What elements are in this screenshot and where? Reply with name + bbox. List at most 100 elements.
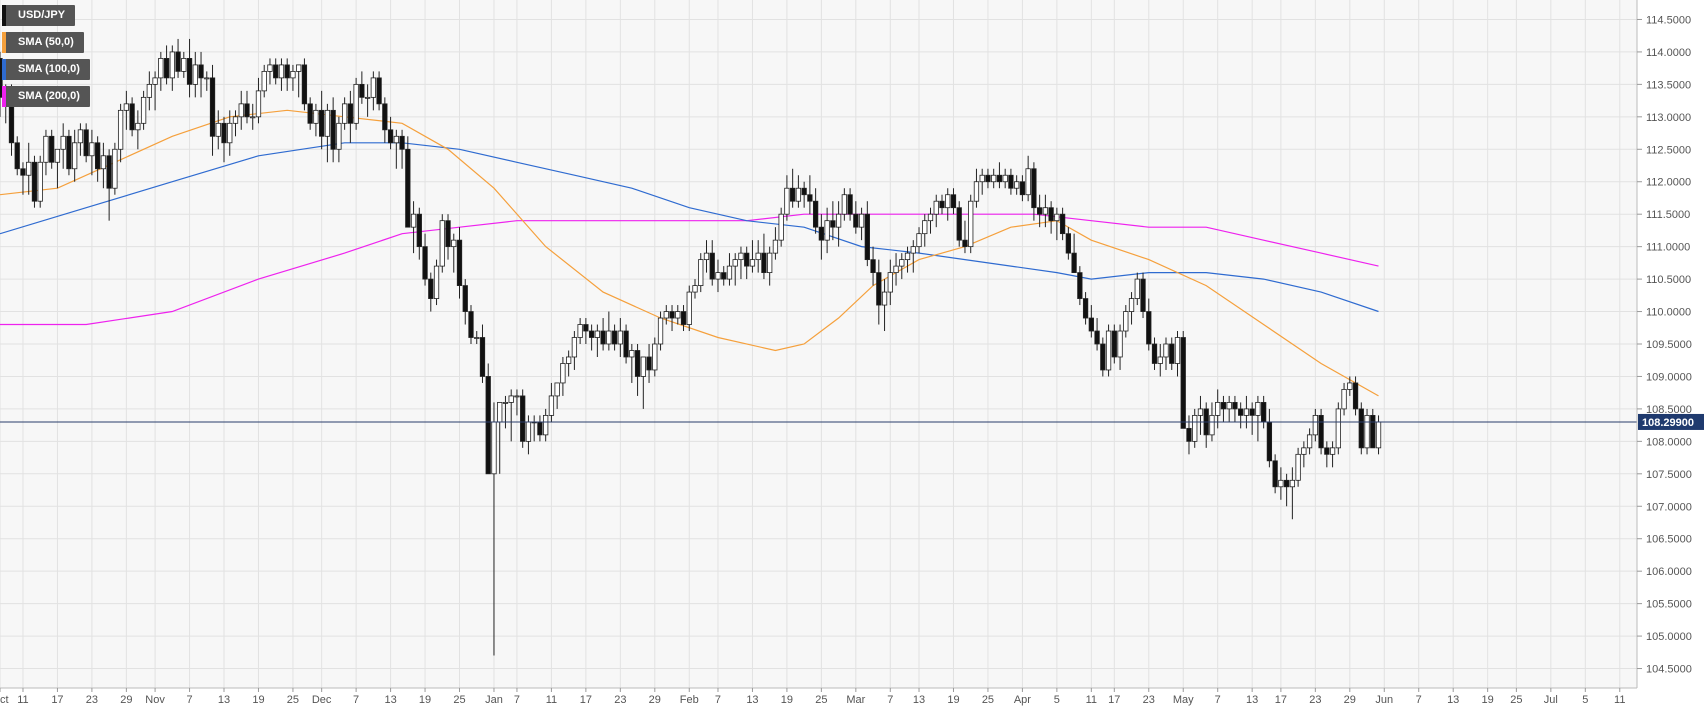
candle-body [939, 200, 945, 209]
candle-body [215, 122, 221, 137]
candle [382, 97, 388, 143]
candle [675, 305, 681, 325]
candle-body [657, 317, 664, 345]
y-tick-label: 113.5000 [1646, 79, 1691, 91]
candle-body [1329, 447, 1336, 455]
legend-item-sma100[interactable]: SMA (100,0) [2, 59, 90, 80]
x-tick-label: 19 [1482, 694, 1494, 706]
candle [474, 331, 480, 344]
candle-body [508, 395, 514, 403]
candle-body [72, 142, 78, 170]
legend-item-usdjpy[interactable]: USD/JPY [2, 5, 76, 26]
candle [422, 233, 428, 286]
candle-body [468, 311, 474, 338]
candle [715, 259, 721, 293]
x-tick-label: 13 [1447, 694, 1459, 706]
candle [640, 356, 646, 409]
candle-body [1071, 252, 1077, 274]
candle [830, 201, 836, 241]
candle [456, 227, 463, 299]
x-tick-label: Jul [1544, 694, 1558, 706]
candle-body [600, 330, 606, 345]
y-tick-label: 114.5000 [1646, 14, 1691, 26]
candle [634, 344, 641, 396]
candle-body [106, 155, 112, 189]
candle-body [181, 58, 187, 72]
candle-body [422, 246, 428, 280]
candle [31, 155, 38, 208]
y-axis-ticks: 104.5000 105.0000 105.5000 106.0000 106.5000… [1637, 14, 1692, 676]
candle [232, 110, 239, 137]
candle-body [950, 194, 957, 209]
candle-body [991, 174, 997, 183]
candle-body [709, 252, 715, 280]
candle-body [140, 96, 147, 124]
candle [1318, 408, 1324, 455]
candle-body [100, 155, 107, 170]
candle-body [491, 421, 497, 475]
candle-body [1048, 207, 1054, 222]
candle-body [313, 109, 319, 124]
candle-body [129, 103, 135, 131]
candle [611, 324, 618, 351]
candle-body [583, 324, 589, 332]
candle [1077, 266, 1083, 306]
y-tick-label: 109.0000 [1646, 371, 1692, 383]
candle [209, 64, 216, 156]
candle [520, 389, 526, 448]
candle-body [893, 265, 899, 274]
candle-body [347, 103, 354, 124]
candle-body [543, 414, 549, 436]
candle [106, 149, 112, 221]
candle [250, 103, 256, 130]
candle-body [801, 187, 807, 196]
candle-body [824, 220, 830, 241]
candle-body [858, 213, 865, 228]
candle [772, 227, 779, 260]
candle [1094, 318, 1100, 351]
x-tick-label: 5 [1582, 694, 1588, 706]
candle-body [1220, 402, 1227, 410]
candle [1306, 428, 1313, 455]
candle [227, 110, 233, 156]
candle-body [26, 161, 32, 176]
candle-body [284, 64, 290, 79]
candle [1226, 395, 1232, 422]
candle-body [1128, 298, 1135, 312]
candle [583, 318, 589, 344]
x-axis-ticks: Oct 11 17 23 29 Nov 7 13 19 25 Dec 7 13 19 25 Jan 7 11 17 2… [0, 688, 1625, 706]
x-tick-label: Feb [680, 694, 699, 706]
candle [847, 188, 853, 221]
candle-body [1002, 174, 1008, 183]
y-tick-label: 106.5000 [1646, 534, 1692, 546]
candle-body [135, 122, 141, 131]
x-tick-label: 25 [453, 694, 465, 706]
candle-body [60, 135, 66, 150]
candle-body [462, 285, 468, 312]
legend-item-sma50[interactable]: SMA (50,0) [2, 32, 84, 53]
candle-body [364, 96, 371, 99]
candle [663, 305, 669, 325]
candle-body [910, 246, 916, 254]
candle-body [353, 83, 359, 124]
candle-body [290, 70, 296, 79]
candle [956, 201, 962, 247]
candle-body [1077, 272, 1083, 299]
candle-body [1140, 278, 1146, 312]
candle-body [1238, 408, 1244, 416]
candle-body [772, 239, 779, 254]
y-tick-label: 108.0000 [1646, 436, 1692, 448]
candle-body [336, 122, 342, 150]
candle-body [870, 259, 876, 274]
candle [158, 51, 164, 91]
candle-body [393, 135, 399, 144]
x-tick-label: 7 [887, 694, 893, 706]
candle-body [1100, 343, 1106, 371]
y-tick-label: 112.0000 [1646, 177, 1691, 189]
candle [399, 129, 405, 169]
legend-item-sma200[interactable]: SMA (200,0) [2, 86, 90, 107]
candle-body [1370, 414, 1376, 449]
candle-body [525, 421, 532, 442]
candle-body [324, 109, 331, 137]
